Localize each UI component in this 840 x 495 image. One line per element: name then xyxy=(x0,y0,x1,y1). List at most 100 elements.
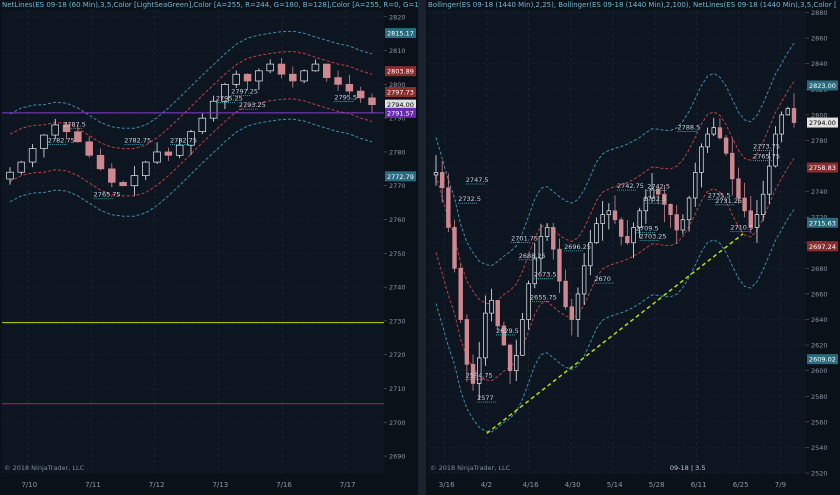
y-tick-label: 2660 xyxy=(811,290,828,298)
price-annotation: 2787.5 xyxy=(63,121,86,129)
candle-body xyxy=(470,363,476,384)
candle-body xyxy=(730,152,735,180)
candle-body xyxy=(266,63,274,72)
candle-body xyxy=(532,257,537,285)
candle-body xyxy=(198,117,207,133)
candle-body xyxy=(28,148,37,163)
y-tick-label: 2680 xyxy=(811,265,828,273)
candle-body xyxy=(187,131,195,146)
candle-body xyxy=(164,151,173,156)
candle-body xyxy=(452,227,457,269)
price-annotation: 2577 xyxy=(477,394,494,402)
x-tick-label: 4/2 xyxy=(481,481,492,489)
upper-channel xyxy=(9,50,373,150)
trendline xyxy=(486,233,744,434)
candle-body xyxy=(477,357,482,384)
x-tick-label: 7/16 xyxy=(276,481,292,489)
candle-body xyxy=(618,219,624,237)
x-tick-label: 7/17 xyxy=(340,481,356,489)
upper-band xyxy=(9,30,373,129)
plot-area xyxy=(428,10,806,473)
candle-body xyxy=(483,312,488,359)
candle-body xyxy=(85,141,93,156)
price-tag-box xyxy=(385,171,416,182)
price-tag-box xyxy=(385,28,416,39)
x-tick-label: 7/9 xyxy=(775,481,786,489)
candle-body xyxy=(575,293,581,320)
y-tick-label: 2580 xyxy=(811,393,828,401)
panel-divider[interactable] xyxy=(418,0,426,495)
y-tick-label: 2810 xyxy=(389,47,406,55)
x-tick-label: 5/28 xyxy=(649,481,665,489)
y-tick-label: 2790 xyxy=(389,115,406,123)
price-tag-box xyxy=(807,354,838,365)
chart-title-1440min: Bollinger(ES 09-18 (1440 Min),2,25), Bol… xyxy=(428,1,837,9)
candle-body xyxy=(277,63,286,75)
price-tag-label: 2791.57 xyxy=(387,109,414,117)
price-annotation: 2629.5 xyxy=(496,327,519,335)
y-tick-label: 2620 xyxy=(811,342,828,350)
candle-body xyxy=(754,214,760,228)
y-tick-label: 2860 xyxy=(811,35,828,43)
price-tag-label: 2794.00 xyxy=(809,119,836,127)
price-annotation: 2670 xyxy=(594,275,611,283)
candle-body xyxy=(779,114,784,135)
chart-svg-60min[interactable]: 2690 2700 2710 2720 2730 2740 2750 2760 2770 2780… xyxy=(0,0,418,495)
y-tick-label: 2730 xyxy=(389,317,406,325)
candle-body xyxy=(514,354,519,372)
y-tick-label: 2780 xyxy=(389,148,406,156)
candle-body xyxy=(142,161,150,176)
x-tick-label: 3/16 xyxy=(439,481,455,489)
candle-body xyxy=(209,100,218,119)
candle-body xyxy=(356,90,365,99)
candle-body xyxy=(311,63,320,72)
candle-body xyxy=(458,268,463,320)
price-tag-label: 2794.00 xyxy=(387,101,414,109)
chart-svg-1440min[interactable]: 2520254025602580260026202640266026802700… xyxy=(426,0,840,495)
candle-body xyxy=(612,210,618,221)
candle-body xyxy=(289,73,297,82)
y-tick-label: 2690 xyxy=(389,453,406,461)
candle-body xyxy=(705,133,710,148)
y-tick-label: 2540 xyxy=(811,444,828,452)
price-annotation: 2742.75 xyxy=(617,182,644,190)
price-annotation: 2747.5 xyxy=(466,176,489,184)
candle-body xyxy=(520,319,525,356)
chart-panel-1440min[interactable]: 2520254025602580260026202640266026802700… xyxy=(426,0,840,495)
x-tick-label: 5/14 xyxy=(607,481,623,489)
candle-body xyxy=(544,227,550,237)
price-annotation: 2742.5 xyxy=(647,182,670,190)
copyright-label: © 2018 NinjaTrader, LLC xyxy=(430,464,511,472)
price-tag-box xyxy=(807,217,838,228)
price-annotation: 2782.75 xyxy=(124,137,151,145)
y-tick-label: 2600 xyxy=(811,367,828,375)
candle-body xyxy=(662,193,667,205)
price-annotation: 2795.25 xyxy=(216,94,243,102)
candle-body xyxy=(767,165,772,195)
price-annotation: 2735.5 xyxy=(708,191,731,199)
candle-body xyxy=(433,172,439,176)
candle-body xyxy=(130,175,139,187)
lower-band-100 xyxy=(435,209,795,433)
candle-body xyxy=(368,97,376,105)
candle-body xyxy=(557,248,562,282)
candle-body xyxy=(501,325,507,346)
candle-body xyxy=(581,265,587,295)
candle-body xyxy=(526,283,531,320)
candle-body xyxy=(717,127,723,139)
candle-body xyxy=(600,214,605,224)
price-annotation: 2688.25 xyxy=(519,252,546,260)
candle-body xyxy=(668,204,673,215)
candle-body xyxy=(464,319,470,365)
x-tick-label: 7/13 xyxy=(212,481,228,489)
y-tick-label: 2840 xyxy=(811,60,828,68)
price-annotation: 2782.75 xyxy=(48,137,75,145)
chart-panel-60min[interactable]: 2690 2700 2710 2720 2730 2740 2750 2760 2770 2780… xyxy=(0,0,418,495)
candle-body xyxy=(40,134,48,149)
candle-body xyxy=(625,236,630,244)
price-tag-label: 2758.83 xyxy=(809,164,836,172)
candle-body xyxy=(791,108,797,123)
candle-body xyxy=(323,63,331,78)
y-tick-label: 2750 xyxy=(389,250,406,258)
candle-body xyxy=(96,154,105,170)
